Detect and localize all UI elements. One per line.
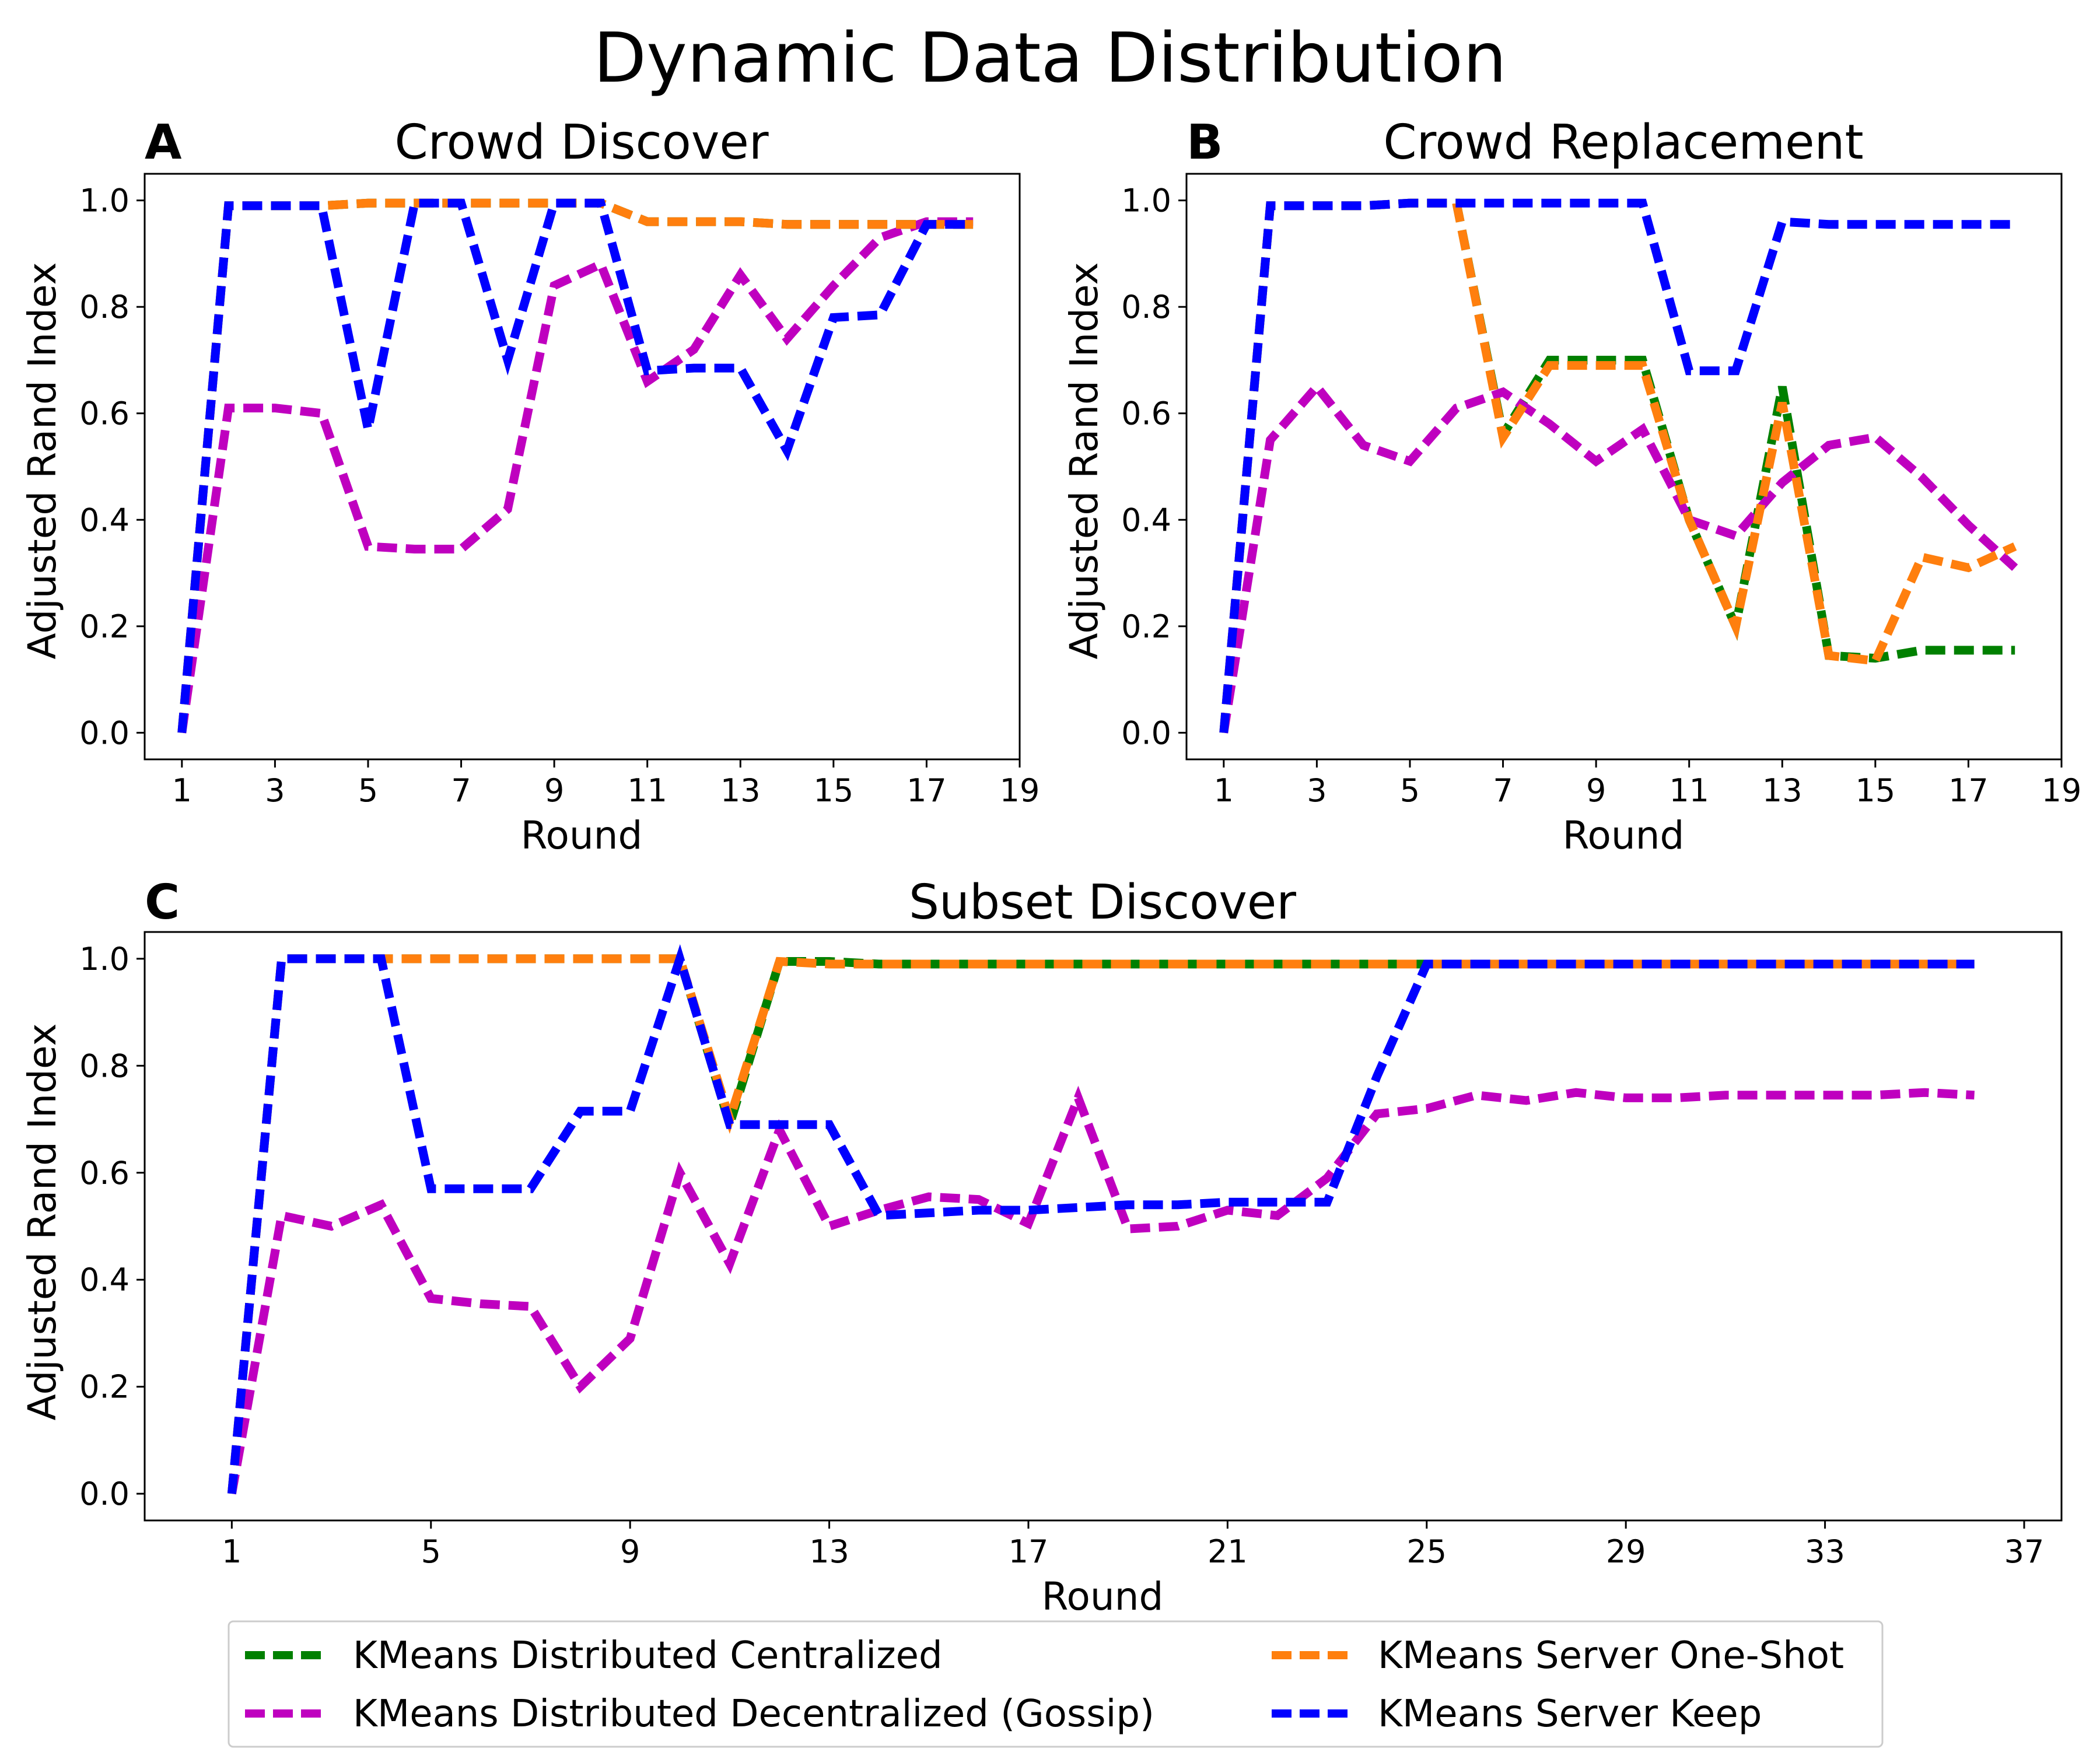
- panel-b-x-tick-label: 1: [1214, 772, 1234, 809]
- panel-c-x-tick-label: 25: [1406, 1533, 1447, 1570]
- panel-a-x-tick-label: 5: [358, 772, 378, 809]
- figure-title: Dynamic Data Distribution: [593, 17, 1507, 98]
- panel-a-x-tick-label: 3: [265, 772, 285, 809]
- panel-c-y-tick-label: 0.0: [79, 1476, 130, 1512]
- panel-c-series-kmeans-server-one-shot: [227, 954, 1975, 1494]
- panel-c-y-tick-label: 0.2: [79, 1369, 130, 1406]
- panel-c-letter: C: [145, 875, 180, 930]
- panel-c-series-kmeans-distributed-decentralized-gossip: [228, 1085, 1975, 1495]
- legend-frame: [228, 1620, 1884, 1748]
- panel-c-x-tick-label: 37: [2004, 1533, 2045, 1570]
- panel-a-series-kmeans-server-one-shot: [177, 198, 974, 734]
- panel-b-y-axis-label: Adjusted Rand Index: [1062, 262, 1107, 659]
- panel-c-y-tick-label: 0.4: [79, 1262, 130, 1298]
- panel-c-y-tick-label: 0.6: [79, 1155, 130, 1192]
- panel-c-x-tick-label: 9: [620, 1533, 640, 1570]
- panel-a-y-tick-label: 0.2: [79, 608, 130, 645]
- panel-a-x-tick-label: 7: [451, 772, 471, 809]
- panel-b-letter: B: [1186, 115, 1223, 170]
- panel-c-series-kmeans-distributed-centralized: [227, 954, 1975, 1494]
- panel-c-y-tick-label: 1.0: [79, 941, 130, 977]
- panel-b-x-tick-label: 5: [1400, 772, 1420, 809]
- panel-b-y-tick-label: 0.4: [1121, 502, 1171, 538]
- panel-a-plot-frame: [144, 173, 1021, 761]
- panel-b-series-kmeans-server-one-shot: [1219, 198, 2017, 734]
- panel-b-plot-frame: [1185, 173, 2063, 761]
- panel-a-x-tick-label: 11: [627, 772, 667, 809]
- panel-b-series-kmeans-distributed-decentralized-gossip: [1219, 380, 2018, 734]
- panel-a-x-tick-label: 1: [172, 772, 192, 809]
- panel-b-x-tick-label: 9: [1586, 772, 1606, 809]
- panel-b-x-axis-label: Round: [1563, 813, 1685, 858]
- panel-b-y-tick-label: 0.0: [1121, 714, 1171, 751]
- panel-b-x-tick-label: 19: [2042, 772, 2082, 809]
- panel-a-series-kmeans-distributed-decentralized-gossip: [177, 217, 974, 734]
- panel-b-series-kmeans-distributed-centralized: [1219, 198, 2015, 734]
- panel-b-x-tick-label: 11: [1669, 772, 1709, 809]
- panel-b-y-tick-label: 0.6: [1121, 395, 1171, 432]
- panel-b-y-tick-label: 1.0: [1121, 183, 1171, 219]
- panel-a-series-kmeans-server-keep: [177, 198, 974, 734]
- panel-a-y-tick-label: 0.4: [79, 502, 130, 538]
- panel-b-x-tick-label: 13: [1762, 772, 1803, 809]
- panel-b-title: Crowd Replacement: [1383, 115, 1863, 170]
- panel-c-x-tick-label: 17: [1009, 1533, 1049, 1570]
- panel-c-x-axis-label: Round: [1042, 1574, 1164, 1619]
- panel-c: C Subset Discover Round Adjusted Rand In…: [20, 875, 2063, 1619]
- panel-c-x-tick-label: 1: [222, 1533, 242, 1570]
- panel-c-title: Subset Discover: [909, 875, 1296, 930]
- panel-a-y-tick-label: 0.8: [79, 289, 130, 325]
- panel-a-x-tick-label: 15: [813, 772, 853, 809]
- panel-b-y-tick-label: 0.8: [1121, 289, 1171, 325]
- panel-c-series-kmeans-server-keep: [227, 944, 1975, 1494]
- panel-c-y-tick-label: 0.8: [79, 1047, 130, 1084]
- panel-b-x-tick-label: 7: [1493, 772, 1513, 809]
- panel-b-y-tick-label: 0.2: [1121, 608, 1171, 645]
- panel-b-x-tick-label: 15: [1855, 772, 1895, 809]
- panel-a-y-axis-label: Adjusted Rand Index: [20, 262, 65, 659]
- panel-a-x-tick-label: 13: [720, 772, 761, 809]
- panel-b-x-tick-label: 17: [1948, 772, 1989, 809]
- panel-c-x-tick-label: 13: [809, 1533, 849, 1570]
- legend-label-keep: KMeans Server Keep: [1378, 1693, 1762, 1736]
- panel-c-x-tick-label: 33: [1805, 1533, 1845, 1570]
- panel-c-x-tick-label: 21: [1208, 1533, 1248, 1570]
- panel-a-letter: A: [145, 115, 182, 170]
- panel-b-x-tick-label: 3: [1307, 772, 1326, 809]
- panel-a-x-axis-label: Round: [521, 813, 643, 858]
- panel-c-plot-frame: [144, 931, 2063, 1522]
- legend-label-gossip: KMeans Distributed Decentralized (Gossip…: [353, 1693, 1154, 1736]
- panel-a-series-kmeans-distributed-centralized: [177, 198, 974, 734]
- panel-a-title: Crowd Discover: [394, 115, 768, 170]
- panel-a-y-tick-label: 1.0: [79, 183, 130, 219]
- panel-a-x-tick-label: 19: [1000, 772, 1040, 809]
- panel-c-x-tick-label: 29: [1606, 1533, 1646, 1570]
- legend-label-one-shot: KMeans Server One-Shot: [1378, 1634, 1844, 1677]
- legend: KMeans Distributed Centralized KMeans Se…: [228, 1620, 1884, 1748]
- panel-b-series-kmeans-server-keep: [1219, 198, 2015, 734]
- panel-a-y-tick-label: 0.0: [79, 714, 130, 751]
- legend-label-centralized: KMeans Distributed Centralized: [353, 1634, 943, 1677]
- panel-a-y-tick-label: 0.6: [79, 395, 130, 432]
- panel-a-x-tick-label: 9: [544, 772, 564, 809]
- panel-c-x-tick-label: 5: [421, 1533, 441, 1570]
- panel-a-x-tick-label: 17: [907, 772, 947, 809]
- panel-b: B Crowd Replacement Round Adjusted Rand …: [1062, 115, 2081, 858]
- panel-a: A Crowd Discover Round Adjusted Rand Ind…: [20, 115, 1040, 858]
- panel-c-y-axis-label: Adjusted Rand Index: [20, 1023, 65, 1420]
